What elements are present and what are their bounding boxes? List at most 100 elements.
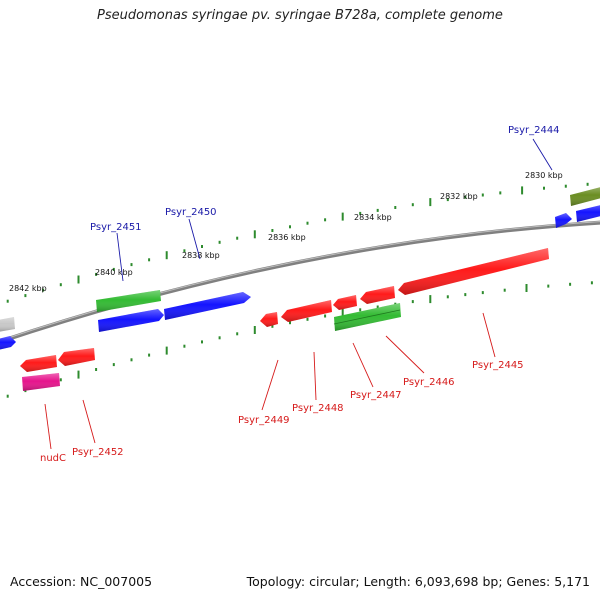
genome-backbone [0, 220, 600, 344]
gene-psyr-2447-green[interactable] [333, 303, 401, 331]
minor-tick [590, 281, 593, 285]
genome-summary-text: Topology: circular; Length: 6,093,698 bp… [246, 574, 590, 589]
minor-tick [376, 208, 379, 212]
gene-label-psyr-2447[interactable]: Psyr_2447 [350, 390, 402, 401]
gene-psyr-2452[interactable] [58, 348, 95, 366]
major-tick [165, 251, 168, 260]
gene-label-psyr-2452[interactable]: Psyr_2452 [72, 447, 124, 458]
gene-label-psyr-2446[interactable]: Psyr_2446 [403, 377, 455, 388]
scale-label-2838: 2838 kbp [182, 251, 220, 260]
minor-tick [547, 284, 550, 288]
label-leaders [44, 138, 553, 450]
minor-tick [586, 182, 589, 186]
gene-psyr-2448[interactable] [281, 300, 332, 322]
minor-tick [24, 294, 27, 298]
major-tick [165, 346, 168, 355]
scale-ticks-outer [6, 182, 589, 303]
scale-label-2830: 2830 kbp [525, 171, 563, 180]
minor-tick [271, 324, 274, 328]
minor-tick [503, 288, 506, 292]
scale-label-2842: 2842 kbp [9, 284, 47, 293]
gene-nudc[interactable] [22, 373, 60, 391]
minor-tick [446, 295, 449, 299]
minor-tick [394, 206, 397, 209]
gene-psyr-2450[interactable] [164, 292, 251, 320]
minor-tick [218, 240, 221, 244]
minor-tick [59, 283, 62, 287]
minor-tick [6, 394, 9, 398]
map-title: Pseudomonas syringae pv. syringae B728a,… [97, 8, 503, 23]
gene-label-psyr-2450[interactable]: Psyr_2450 [165, 207, 217, 218]
gene-olive-edge[interactable] [570, 186, 600, 206]
gene-psyr-2447[interactable] [333, 295, 357, 310]
gene-gray-edge[interactable] [0, 317, 15, 332]
minor-tick [324, 314, 327, 318]
minor-tick [148, 353, 151, 357]
scale-label-2834: 2834 kbp [354, 213, 392, 222]
minor-tick [112, 363, 115, 367]
gene-label-psyr-2451[interactable]: Psyr_2451 [90, 222, 142, 233]
gene-psyr-2444[interactable] [555, 213, 572, 228]
minor-tick [411, 300, 414, 304]
gene-psyr-2449[interactable] [260, 312, 278, 327]
genome-backbone-highlight [0, 221, 600, 342]
minor-tick [481, 291, 484, 295]
minor-tick [271, 229, 274, 232]
minor-tick [543, 186, 545, 190]
minor-tick [464, 195, 467, 199]
minor-tick [289, 225, 291, 229]
minor-tick [183, 344, 186, 348]
gene-blue-edge[interactable] [576, 204, 600, 222]
minor-tick [112, 267, 115, 271]
minor-tick [218, 336, 221, 340]
minor-tick [95, 272, 98, 276]
minor-tick [324, 218, 327, 222]
minor-tick [201, 340, 203, 344]
gene-label-psyr-2444[interactable]: Psyr_2444 [508, 125, 560, 136]
major-tick [525, 284, 528, 292]
minor-tick [569, 282, 572, 286]
gene-psyr-2451[interactable] [96, 290, 161, 312]
minor-tick [95, 368, 98, 371]
minor-tick [289, 321, 291, 325]
minor-tick [201, 245, 203, 248]
minor-tick [306, 221, 309, 225]
minor-tick [130, 263, 133, 267]
minor-tick [376, 305, 379, 309]
minor-tick [236, 236, 239, 240]
accession-text: Accession: NC_007005 [10, 574, 153, 589]
minor-tick [6, 299, 9, 303]
gene-label-psyr-2448[interactable]: Psyr_2448 [292, 403, 344, 414]
minor-tick [183, 249, 186, 253]
minor-tick [359, 308, 362, 312]
major-tick [341, 212, 344, 221]
minor-tick [564, 184, 567, 188]
minor-tick [236, 332, 239, 336]
gene-label-nudc[interactable]: nudC [40, 453, 66, 464]
scale-label-2832: 2832 kbp [440, 192, 478, 201]
major-tick [521, 186, 524, 195]
minor-tick [446, 198, 449, 202]
minor-tick [148, 258, 151, 262]
minor-tick [499, 191, 502, 195]
minor-tick [306, 317, 309, 321]
gene-psyr-2445[interactable] [398, 248, 549, 295]
major-tick [77, 275, 80, 284]
gene-blue-left-edge[interactable] [0, 336, 16, 350]
minor-tick [481, 193, 484, 197]
gene-label-psyr-2445[interactable]: Psyr_2445 [472, 360, 524, 371]
minor-tick [411, 203, 414, 207]
gene-psyr-2446[interactable] [360, 286, 395, 304]
scale-label-2836: 2836 kbp [268, 233, 306, 242]
gene-psyr-2451-blue[interactable] [98, 309, 164, 332]
minor-tick [59, 378, 62, 382]
scale-label-2840: 2840 kbp [95, 268, 133, 277]
major-tick [341, 308, 344, 317]
major-tick [429, 295, 432, 304]
minor-tick [464, 293, 467, 297]
minor-tick [42, 288, 45, 292]
gene-label-psyr-2449[interactable]: Psyr_2449 [238, 415, 290, 426]
gene-red-left[interactable] [20, 355, 57, 372]
major-tick [253, 230, 256, 239]
